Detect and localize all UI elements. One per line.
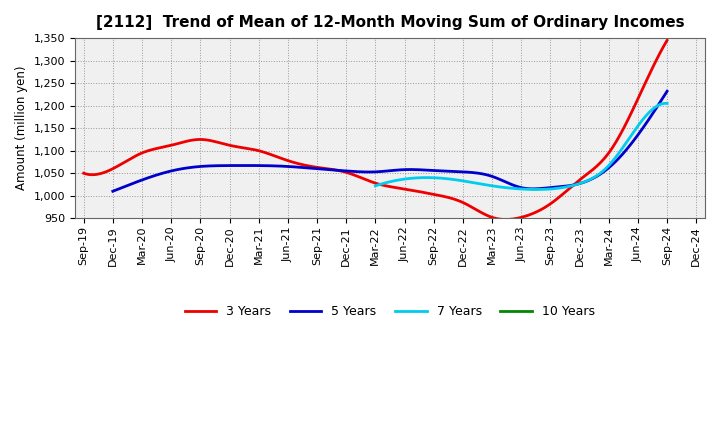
Line: 7 Years: 7 Years xyxy=(375,103,667,190)
5 Years xyxy=(109,189,117,194)
7 Years xyxy=(662,101,671,106)
7 Years xyxy=(546,187,554,192)
3 Years xyxy=(662,38,671,43)
7 Years xyxy=(551,186,559,191)
3 Years xyxy=(501,217,510,222)
7 Years xyxy=(532,187,541,192)
Line: 5 Years: 5 Years xyxy=(113,91,667,191)
5 Years xyxy=(448,169,456,174)
3 Years xyxy=(425,191,433,196)
5 Years xyxy=(438,169,447,174)
5 Years xyxy=(662,88,671,94)
7 Years xyxy=(618,146,626,151)
3 Years xyxy=(81,171,90,176)
Title: [2112]  Trend of Mean of 12-Month Moving Sum of Ordinary Incomes: [2112] Trend of Mean of 12-Month Moving … xyxy=(96,15,684,30)
7 Years xyxy=(636,120,645,125)
5 Years xyxy=(611,159,619,165)
7 Years xyxy=(372,183,381,188)
Legend: 3 Years, 5 Years, 7 Years, 10 Years: 3 Years, 5 Years, 7 Years, 10 Years xyxy=(180,300,600,323)
5 Years xyxy=(110,188,119,193)
5 Years xyxy=(575,181,584,186)
3 Years xyxy=(610,142,618,147)
3 Years xyxy=(436,193,445,198)
7 Years xyxy=(662,101,670,106)
3 Years xyxy=(79,171,88,176)
5 Years xyxy=(436,168,445,173)
7 Years xyxy=(545,187,554,192)
Line: 3 Years: 3 Years xyxy=(84,40,667,220)
7 Years xyxy=(371,183,379,188)
3 Years xyxy=(573,179,582,184)
Y-axis label: Amount (million yen): Amount (million yen) xyxy=(15,66,28,191)
3 Years xyxy=(427,191,436,197)
